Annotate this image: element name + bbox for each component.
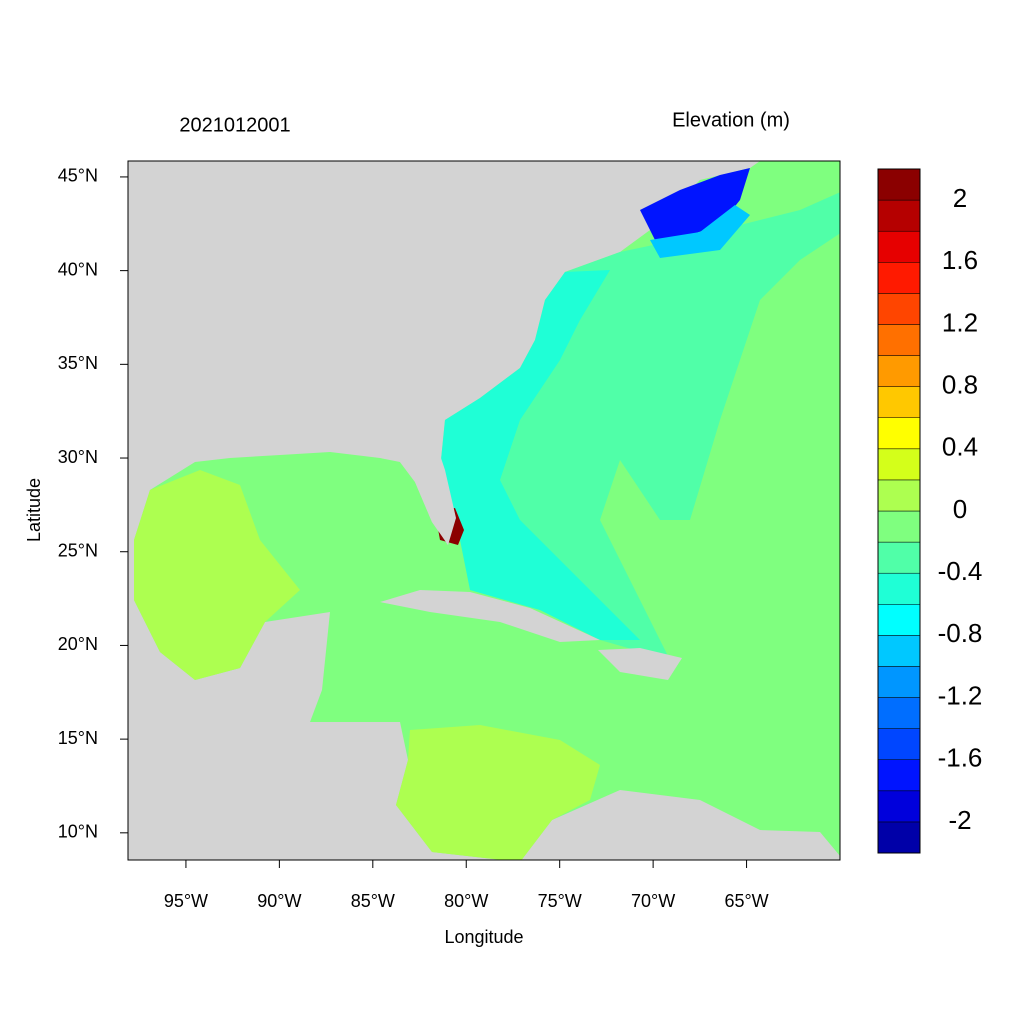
colorbar-box	[877, 541, 921, 574]
x-tick-label: 95°W	[164, 891, 208, 911]
colorbar-tick-label: -0.8	[938, 618, 983, 648]
y-tick-label: 20°N	[58, 634, 98, 654]
coastal-shelf	[440, 270, 640, 640]
colorbar-tick-label: 0.4	[942, 432, 978, 462]
colorbar-box	[877, 230, 921, 263]
colorbar-box	[877, 728, 921, 760]
x-tick-label: 65°W	[724, 891, 768, 911]
colorbar-box	[877, 355, 921, 387]
map-title: 2021012001	[179, 114, 290, 136]
y-tick-label: 30°N	[58, 447, 98, 467]
colorbar-box	[877, 510, 921, 543]
x-tick-label: 85°W	[351, 891, 395, 911]
map-field	[128, 161, 840, 860]
colorbar-box	[877, 417, 921, 450]
plot-frame	[127, 160, 841, 861]
colorbar-box	[877, 262, 921, 294]
florida	[400, 455, 456, 545]
x-tick-label: 70°W	[631, 891, 675, 911]
colorbar-tick-label: -1.2	[938, 680, 983, 710]
cuba	[380, 590, 600, 642]
colorbar-box	[877, 386, 921, 418]
colorbar-box	[877, 572, 921, 605]
colorbar-tick-label: 0.8	[942, 370, 978, 400]
colorbar-box	[877, 199, 921, 232]
y-tick-label: 15°N	[58, 728, 98, 748]
x-tick-label: 75°W	[538, 891, 582, 911]
colorbar-box	[877, 168, 921, 201]
y-tick-label: 25°N	[58, 540, 98, 560]
maine-shelf	[650, 205, 750, 258]
western-gulf	[134, 470, 300, 680]
y-axis-label: Latitude	[24, 478, 44, 542]
y-tick-label: 10°N	[58, 822, 98, 842]
map-subtitle: Elevation (m)	[672, 109, 790, 131]
colorbar-box	[877, 821, 921, 854]
colorbar-box	[877, 697, 921, 729]
colorbar-tick-label: 0	[953, 494, 967, 524]
colorbar-box	[877, 790, 921, 823]
x-axis-label: Longitude	[444, 927, 523, 947]
colorbar-box	[877, 479, 921, 512]
colorbar-box	[877, 666, 921, 698]
x-tick-label: 90°W	[257, 891, 301, 911]
colorbar-box	[877, 293, 921, 325]
colorbar-box	[877, 635, 921, 667]
colorbar-frame	[877, 168, 921, 854]
colorbar-box	[877, 604, 921, 636]
gulf-of-maine	[640, 168, 750, 240]
y-tick-label: 35°N	[58, 353, 98, 373]
colorbar-tick-label: 2	[953, 183, 967, 213]
x-tick-label: 80°W	[444, 891, 488, 911]
caribbean-south	[396, 725, 600, 860]
colorbar-tick-label: 1.6	[942, 245, 978, 275]
colorbar-tick-label: -1.6	[938, 743, 983, 773]
colorbar-tick-label: 1.2	[942, 307, 978, 337]
y-tick-label: 40°N	[58, 259, 98, 279]
colorbar-tick-label: -2	[948, 805, 971, 835]
hispaniola	[598, 648, 682, 680]
colorbar-box	[877, 448, 921, 481]
colorbar-tick-label: -0.4	[938, 556, 983, 586]
colorbar-box	[877, 324, 921, 356]
colorbar-box	[877, 759, 921, 792]
y-tick-label: 45°N	[58, 166, 98, 186]
